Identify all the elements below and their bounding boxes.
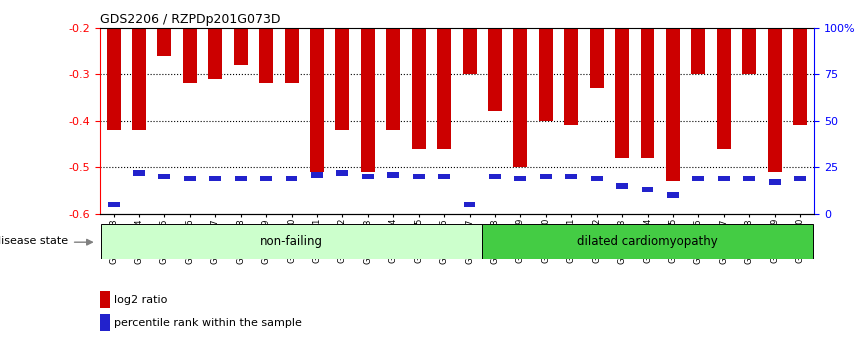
Bar — [514, 28, 527, 167]
Bar — [667, 193, 679, 198]
Bar — [540, 174, 552, 179]
Bar — [565, 174, 577, 179]
Bar — [158, 28, 171, 56]
Bar — [235, 176, 247, 181]
Bar — [767, 28, 782, 172]
Text: dilated cardiomyopathy: dilated cardiomyopathy — [577, 235, 718, 248]
Bar — [437, 28, 451, 149]
Text: GDS2206 / RZPDp201G073D: GDS2206 / RZPDp201G073D — [100, 13, 280, 27]
Bar — [234, 28, 248, 65]
Bar — [462, 28, 476, 74]
Bar — [539, 28, 553, 121]
Bar — [260, 176, 272, 181]
Text: disease state: disease state — [0, 236, 68, 246]
Bar — [337, 170, 348, 176]
Bar — [311, 172, 323, 178]
Bar — [210, 176, 221, 181]
Bar — [107, 202, 120, 207]
Bar — [693, 176, 704, 181]
Bar — [641, 28, 655, 158]
Bar — [591, 176, 603, 181]
Bar — [310, 28, 324, 172]
Bar — [413, 174, 424, 179]
Bar — [259, 28, 273, 83]
Bar — [794, 176, 806, 181]
Text: percentile rank within the sample: percentile rank within the sample — [114, 318, 302, 327]
Bar — [184, 176, 196, 181]
Bar — [100, 291, 110, 308]
Bar — [489, 174, 501, 179]
Bar — [717, 28, 731, 149]
Bar — [362, 174, 374, 179]
Bar — [386, 28, 400, 130]
Bar — [793, 28, 807, 125]
Bar — [286, 176, 298, 181]
Bar — [132, 28, 146, 130]
Bar — [514, 176, 527, 181]
Bar — [361, 28, 375, 172]
Text: log2 ratio: log2 ratio — [114, 295, 168, 305]
Bar — [463, 202, 475, 207]
Bar — [666, 28, 680, 181]
Bar — [769, 179, 780, 185]
Bar — [411, 28, 426, 149]
Bar — [387, 172, 399, 178]
Bar — [590, 28, 604, 88]
Bar — [133, 170, 145, 176]
Bar — [100, 314, 110, 331]
Bar — [615, 28, 629, 158]
Bar — [718, 176, 730, 181]
Bar — [209, 28, 223, 79]
Bar — [183, 28, 197, 83]
Bar — [616, 183, 628, 189]
Bar — [642, 187, 654, 193]
Bar — [335, 28, 349, 130]
Bar — [742, 28, 756, 74]
Bar — [565, 28, 578, 125]
Bar — [285, 28, 299, 83]
Bar — [100, 224, 482, 259]
Text: non-failing: non-failing — [260, 235, 323, 248]
Bar — [107, 28, 120, 130]
Bar — [438, 174, 450, 179]
Bar — [482, 224, 813, 259]
Bar — [158, 174, 171, 179]
Bar — [488, 28, 502, 111]
Bar — [743, 176, 755, 181]
Bar — [691, 28, 705, 74]
